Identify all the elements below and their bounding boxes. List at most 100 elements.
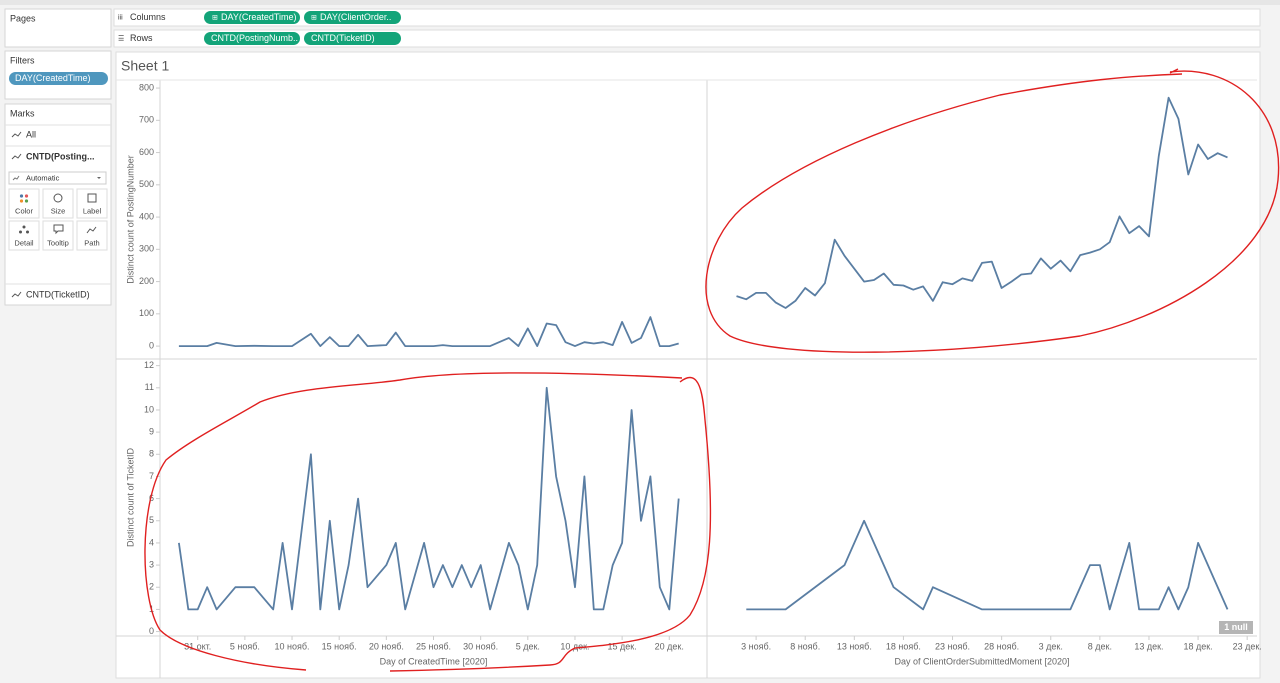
x-tick-label: 20 нояб. [369, 641, 404, 651]
y-tick-label: 100 [139, 308, 154, 318]
y-tick-label: 400 [139, 211, 154, 221]
x-tick-label: 13 нояб. [837, 641, 872, 651]
mark-buttons: Color Size Label Detail Tooltip Path [8, 188, 108, 251]
y-tick-label: 12 [144, 360, 154, 370]
icon [24, 199, 29, 203]
pill-icon: ⊞ [212, 14, 218, 21]
y-tick-label: 300 [139, 244, 154, 254]
mark-type: Automatic [26, 173, 60, 182]
icon [53, 193, 63, 203]
dropdown-arrow [97, 177, 101, 179]
annotation-circle [705, 68, 1280, 353]
rows-shelf [113, 29, 1261, 48]
filter-pill-text: DAY(CreatedTime) [15, 73, 91, 83]
icon [26, 230, 29, 234]
data-line [746, 519, 1229, 611]
y-tick-label: 700 [139, 115, 154, 125]
mark-type-dropdown[interactable] [8, 171, 107, 185]
sheet [115, 51, 1261, 679]
marks-all[interactable]: All [26, 129, 36, 139]
x-tick-label: 5 дек. [516, 641, 540, 651]
button-label: Path [84, 238, 99, 247]
columns-shelf [113, 8, 1261, 27]
icon [86, 226, 97, 234]
y-tick-label: 10 [144, 404, 154, 414]
button-label: Color [15, 206, 33, 215]
x-tick-label: 3 дек. [1039, 641, 1063, 651]
y-tick-label: 6 [149, 493, 154, 503]
line-icon [11, 291, 22, 298]
x-tick-label: 13 дек. [1134, 641, 1163, 651]
icon [19, 194, 24, 198]
x-tick-label: 18 дек. [1183, 641, 1212, 651]
shelf-icon: iii [118, 14, 123, 21]
x-tick-label: 18 нояб. [886, 641, 921, 651]
column-pill-text: DAY(CreatedTime) [221, 12, 297, 22]
x-tick-label: 15 нояб. [322, 641, 357, 651]
line-icon [11, 131, 22, 138]
x-tick-label: 8 нояб. [790, 641, 820, 651]
null-indicator [1219, 621, 1253, 634]
tooltip-button[interactable] [42, 220, 74, 251]
x-axis-title: Day of ClientOrderSubmittedMoment [2020] [894, 656, 1069, 666]
x-tick-label: 31 окт. [184, 641, 211, 651]
icon [24, 194, 29, 198]
x-tick-label: 23 нояб. [935, 641, 970, 651]
x-tick-label: 3 нояб. [741, 641, 771, 651]
x-tick-label: 23 дек. [1233, 641, 1262, 651]
y-tick-label: 0 [149, 340, 154, 350]
sheet-title: Sheet 1 [121, 58, 169, 74]
y-tick-label: 9 [149, 427, 154, 437]
x-tick-label: 5 нояб. [230, 641, 260, 651]
rows-label: Rows [130, 33, 153, 43]
y-axis-title: Distinct count of PostingNumber [125, 155, 135, 284]
y-tick-label: 7 [149, 471, 154, 481]
filters-title: Filters [10, 55, 35, 65]
line-icon [11, 153, 22, 160]
data-line [178, 386, 680, 611]
button-label: Size [51, 206, 66, 215]
shelf-icon: ☰ [118, 35, 124, 42]
path-button[interactable] [76, 220, 108, 251]
y-tick-label: 200 [139, 276, 154, 286]
column-pill-text: DAY(ClientOrder.. [320, 12, 391, 22]
y-tick-label: 600 [139, 147, 154, 157]
x-tick-label: 25 нояб. [416, 641, 451, 651]
filter-pill[interactable] [9, 72, 108, 85]
column-pill[interactable] [304, 11, 401, 24]
pages-card [4, 8, 112, 48]
x-tick-label: 20 дек. [655, 641, 684, 651]
y-tick-label: 8 [149, 449, 154, 459]
row-pill-text: CNTD(PostingNumb.. [211, 33, 298, 43]
x-tick-label: 28 нояб. [984, 641, 1019, 651]
icon [87, 193, 97, 203]
row-pill[interactable] [304, 32, 401, 45]
toolbar-strip [0, 0, 1280, 5]
columns-label: Columns [130, 12, 166, 22]
icon [19, 230, 22, 234]
x-tick-label: 15 дек. [608, 641, 637, 651]
button-label: Detail [14, 238, 34, 247]
button-label: Tooltip [47, 238, 69, 247]
marks-measure[interactable]: CNTD(Posting... [26, 151, 95, 161]
icon [53, 224, 64, 235]
x-tick-label: 30 нояб. [463, 641, 498, 651]
y-tick-label: 2 [149, 582, 154, 592]
y-tick-label: 0 [149, 626, 154, 636]
pill-icon: ⊞ [311, 14, 317, 21]
color-button[interactable] [8, 188, 40, 219]
line-icon [12, 175, 20, 181]
marks-measure[interactable]: CNTD(TicketID) [26, 289, 90, 299]
y-tick-label: 5 [149, 515, 154, 525]
y-tick-label: 11 [145, 382, 154, 392]
y-tick-label: 800 [139, 82, 154, 92]
x-tick-label: 8 дек. [1088, 641, 1112, 651]
y-axis-title: Distinct count of TicketID [125, 447, 135, 547]
data-line [178, 316, 679, 347]
y-tick-label: 4 [149, 537, 154, 547]
x-tick-label: 10 дек. [560, 641, 589, 651]
column-pill[interactable] [204, 11, 300, 24]
row-pill[interactable] [204, 32, 300, 45]
x-tick-label: 10 нояб. [275, 641, 310, 651]
